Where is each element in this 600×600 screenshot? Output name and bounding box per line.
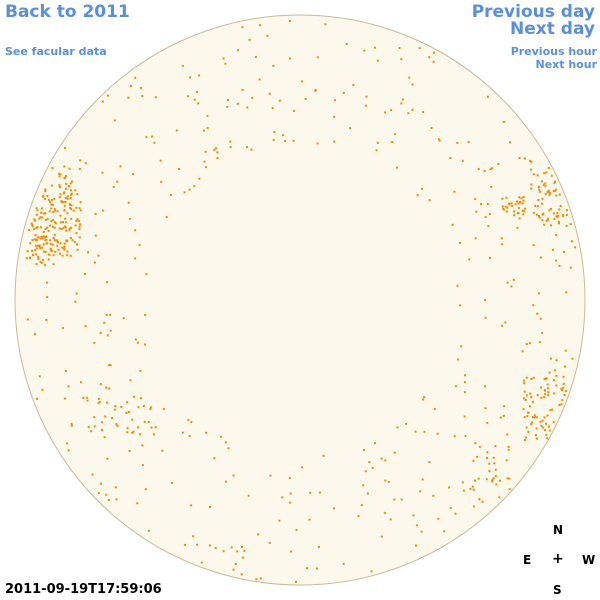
see-facular-data-link[interactable]: See facular data xyxy=(5,45,107,58)
observation-timestamp: 2011-09-19T17:59:06 xyxy=(5,582,162,597)
previous-day-link[interactable]: Previous day xyxy=(471,2,595,22)
facular-features xyxy=(25,19,577,583)
previous-hour-link[interactable]: Previous hour xyxy=(510,45,597,58)
compass-east-label: E xyxy=(523,553,532,567)
next-day-link[interactable]: Next day xyxy=(510,19,595,39)
sun-disk-outline xyxy=(14,14,586,586)
compass-north-label: N xyxy=(553,523,564,537)
back-to-year-link[interactable]: Back to 2011 xyxy=(5,2,130,22)
compass-south-label: S xyxy=(553,583,562,597)
compass-center-cross: + xyxy=(552,551,564,567)
next-hour-link[interactable]: Next hour xyxy=(535,58,598,71)
compass-west-label: W xyxy=(582,553,596,567)
